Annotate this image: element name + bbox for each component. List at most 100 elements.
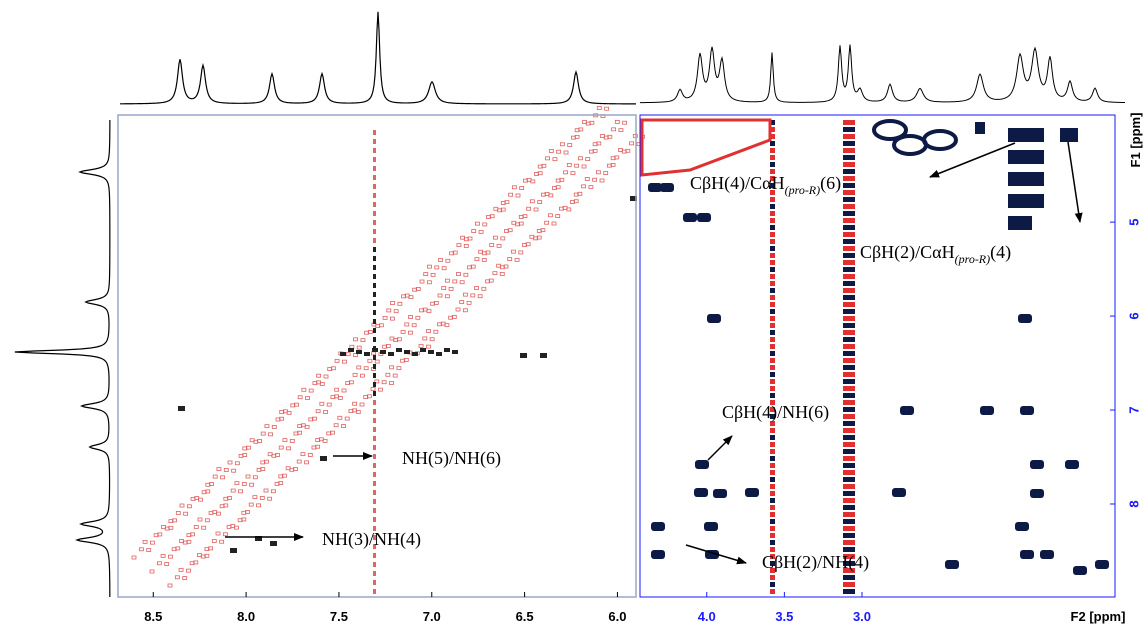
- contour: [326, 431, 332, 436]
- contour: [392, 373, 398, 378]
- contour: [186, 533, 192, 538]
- contour: [373, 535, 376, 540]
- contour: [356, 365, 362, 370]
- contour: [201, 525, 207, 530]
- contour: [231, 468, 237, 473]
- contour: [373, 391, 376, 396]
- contour: [474, 286, 479, 290]
- contour: [341, 388, 347, 393]
- contour: [843, 372, 855, 377]
- contour: [843, 442, 855, 447]
- contour: [770, 127, 775, 132]
- contour: [404, 350, 410, 354]
- contour: [770, 295, 775, 300]
- projection-spectrum: [14, 119, 111, 598]
- contour: [559, 142, 565, 147]
- contour: [242, 446, 248, 451]
- contour: [770, 323, 775, 328]
- contour: [396, 348, 402, 352]
- contour: [396, 366, 402, 371]
- contour: [437, 293, 443, 298]
- contour: [843, 295, 855, 300]
- contour: [270, 489, 276, 494]
- contour: [843, 330, 855, 335]
- contour: [373, 202, 376, 207]
- contour: [256, 467, 262, 472]
- contour: [234, 461, 240, 466]
- contour: [293, 431, 299, 436]
- x-tick-label: 8.5: [144, 609, 162, 624]
- contour: [186, 568, 191, 573]
- contour: [312, 381, 318, 386]
- contour: [200, 554, 206, 559]
- contour: [573, 192, 579, 197]
- contour: [219, 504, 225, 509]
- contour: [843, 582, 855, 587]
- contour: [585, 121, 591, 126]
- contour: [770, 134, 775, 139]
- contour: [843, 484, 855, 489]
- contour: [290, 403, 296, 408]
- contour: [286, 446, 291, 451]
- contour: [456, 243, 462, 248]
- contour: [370, 386, 376, 391]
- contour: [537, 164, 543, 169]
- arrow: [707, 435, 733, 461]
- contour: [364, 352, 370, 356]
- contour: [183, 511, 189, 516]
- contour: [770, 267, 775, 272]
- contour: [373, 130, 376, 135]
- contour: [843, 302, 855, 307]
- contour: [770, 589, 775, 594]
- x-tick-label: 3.0: [853, 609, 871, 624]
- contour: [253, 439, 259, 444]
- contour: [843, 491, 855, 496]
- contour: [367, 358, 373, 363]
- contour: [381, 380, 387, 385]
- contour: [770, 176, 775, 181]
- contour: [278, 445, 284, 450]
- contour: [426, 344, 431, 349]
- projection-spectrum: [119, 11, 637, 105]
- contour: [770, 225, 775, 230]
- contour: [530, 179, 536, 184]
- contour: [566, 207, 572, 212]
- contour: [596, 106, 602, 110]
- contour: [315, 438, 321, 442]
- contour: [164, 562, 170, 566]
- contour: [373, 526, 376, 531]
- contour: [408, 315, 413, 319]
- contour: [611, 127, 616, 132]
- contour: [373, 166, 376, 171]
- x-axis-label: F2 [ppm]: [1071, 609, 1126, 624]
- contour: [843, 309, 855, 314]
- contour: [499, 272, 505, 276]
- x-tick-label: 7.0: [423, 609, 441, 624]
- contour: [373, 292, 376, 297]
- contour: [592, 142, 598, 147]
- contour: [497, 208, 502, 213]
- contour: [770, 435, 775, 440]
- contour: [327, 367, 333, 371]
- contour: [245, 474, 251, 479]
- contour: [500, 201, 506, 205]
- contour: [843, 169, 855, 174]
- contour: [770, 288, 775, 293]
- contour: [1020, 150, 1032, 164]
- contour: [322, 438, 328, 443]
- contour: [537, 200, 543, 204]
- contour: [843, 239, 855, 244]
- contour: [552, 186, 557, 190]
- contour: [533, 236, 538, 241]
- contour: [770, 505, 775, 510]
- contour: [373, 436, 376, 441]
- contour: [337, 396, 343, 400]
- contour: [551, 221, 557, 226]
- contour: [892, 488, 906, 497]
- contour: [485, 279, 490, 284]
- contour: [770, 456, 775, 461]
- contour: [922, 129, 958, 151]
- contour: [356, 345, 362, 350]
- contour: [230, 488, 236, 493]
- contour: [1008, 150, 1020, 164]
